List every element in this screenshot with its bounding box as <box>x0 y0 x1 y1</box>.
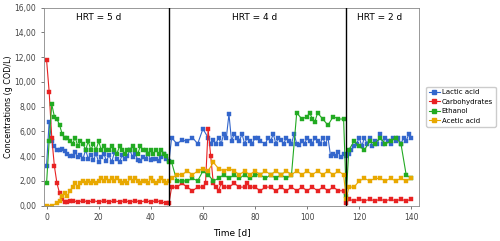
Text: HRT = 4 d: HRT = 4 d <box>232 13 278 22</box>
Text: HRT = 5 d: HRT = 5 d <box>76 13 122 22</box>
X-axis label: Time [d]: Time [d] <box>212 228 250 237</box>
Text: HRT = 2 d: HRT = 2 d <box>358 13 403 22</box>
Y-axis label: Concentrations (g COD/L): Concentrations (g COD/L) <box>4 55 13 158</box>
Legend: Lactic acid, Carbohydrates, Ethanol, Acetic acid: Lactic acid, Carbohydrates, Ethanol, Ace… <box>426 87 496 127</box>
